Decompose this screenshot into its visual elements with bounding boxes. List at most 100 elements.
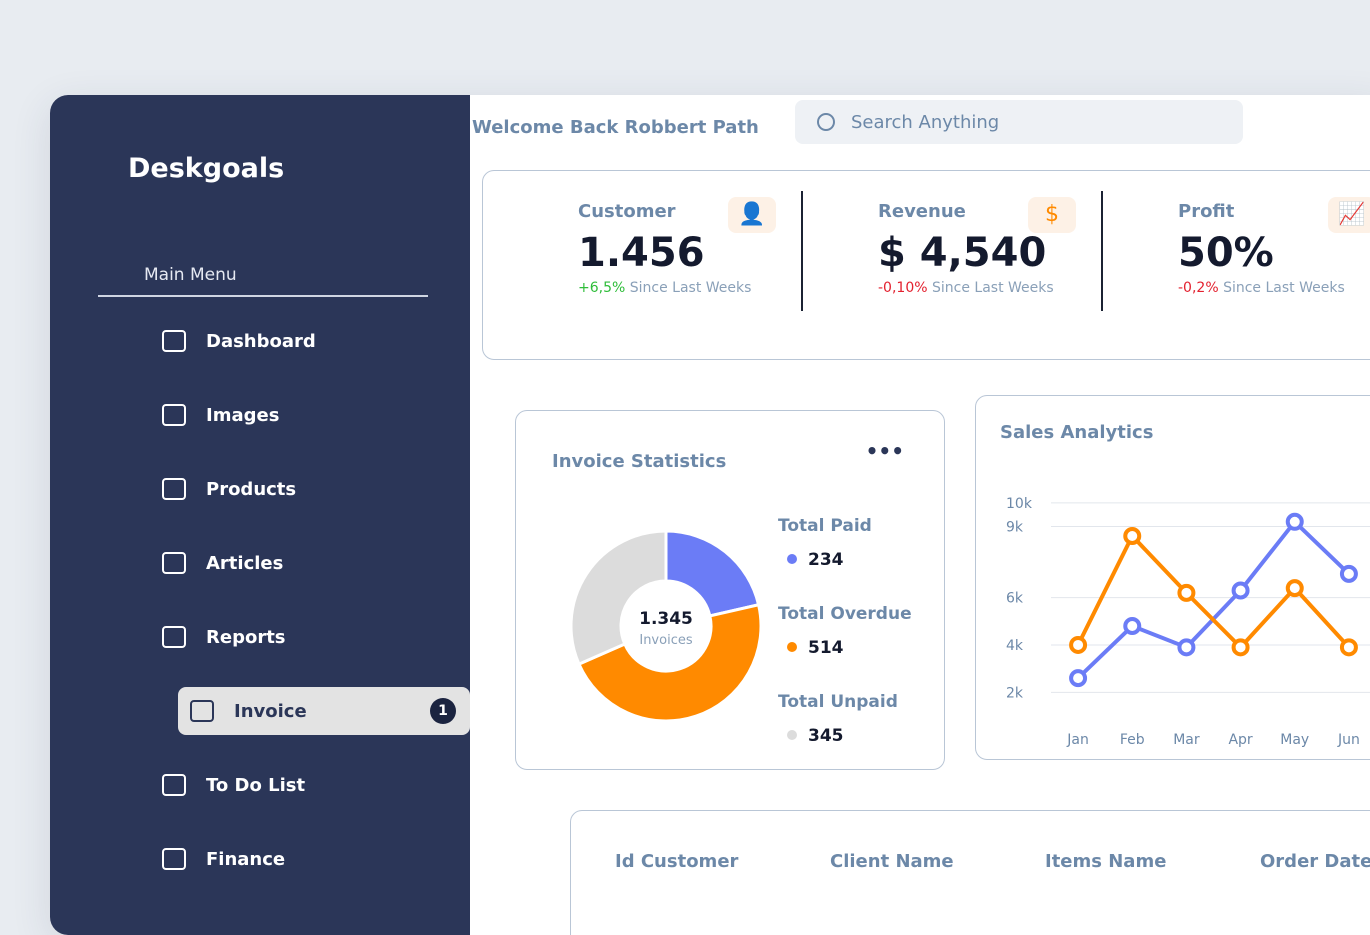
stat-icon: $ (1028, 197, 1076, 233)
stat: Revenue $ $ 4,540 -0,10% Since Last Weeks (878, 197, 1158, 296)
stat-label: Profit (1178, 201, 1235, 222)
stat: Profit 📈 50% -0,2% Since Last Weeks (1178, 197, 1370, 296)
stat-value: 1.456 (578, 230, 705, 276)
menu-item[interactable]: Products (150, 465, 450, 513)
line-point (1069, 669, 1088, 688)
menu-label: Dashboard (206, 330, 316, 352)
change: -0,2% (1178, 280, 1219, 296)
menu-icon (162, 848, 186, 870)
menu-item[interactable]: Images (150, 391, 450, 439)
stat-change: -0,2% Since Last Weeks (1178, 280, 1370, 296)
app-window: Deskgoals Main Menu Dashboard Images Produ… (50, 95, 1370, 935)
menu-label: Images (206, 404, 280, 426)
menu-icon (162, 330, 186, 352)
column-header: Client Name (830, 851, 954, 872)
main: Welcome Back Robbert Path Search Anythin… (470, 95, 1370, 935)
line-point (1339, 564, 1358, 583)
stat-icon: 👤 (728, 197, 776, 233)
legend-dot (787, 642, 797, 652)
line-point (1123, 527, 1142, 545)
stat-value: 50% (1178, 230, 1274, 276)
welcome: Welcome Back Robbert Path (472, 117, 759, 138)
more-menu[interactable]: ••• (865, 439, 904, 463)
change: -0,10% (878, 280, 928, 296)
legend-label: Total Unpaid (778, 692, 898, 712)
divider (98, 295, 428, 297)
x-tick-label: Jan (1066, 732, 1089, 748)
legend-dot (787, 730, 797, 740)
legend-value: 234 (808, 550, 844, 570)
change-note: Since Last Weeks (1223, 280, 1345, 296)
menu-item[interactable]: To Do List (150, 761, 450, 809)
menu-item[interactable]: Dashboard (150, 317, 450, 365)
y-tick-label: 10k (1006, 496, 1033, 512)
legend-label: Total Overdue (778, 604, 912, 624)
sidebar: Deskgoals Main Menu Dashboard Images Produ… (50, 95, 470, 935)
line-point (1123, 617, 1142, 635)
search-box[interactable]: Search Anything (795, 100, 1243, 144)
line-point (1231, 638, 1250, 657)
x-tick-label: Feb (1120, 732, 1145, 748)
stat-change: -0,10% Since Last Weeks (878, 280, 1158, 296)
menu-label: Invoice (234, 700, 307, 722)
donut-segment (576, 602, 763, 723)
change-note: Since Last Weeks (931, 280, 1054, 296)
menu-icon (162, 478, 186, 500)
menu-label: Products (206, 478, 297, 500)
menu-icon (162, 552, 186, 574)
sales-card: Sales Analytics 2k 4k 6k 9k 10k Jan Feb Mar Apr M… (975, 395, 1370, 760)
menu-item[interactable]: Reports (150, 613, 450, 661)
menu-icon (162, 626, 186, 648)
stat: Customer 👤 1.456 +6,5% Since Last Weeks (578, 197, 858, 296)
line-point (1177, 583, 1196, 602)
page: {"sidebar":{"brand":"Deskgoals","menu_ti… (50, 95, 1370, 935)
y-tick-label: 9k (1006, 520, 1024, 536)
separator (801, 191, 803, 311)
column-header: Id Customer (615, 851, 739, 872)
legend-dot (787, 554, 797, 564)
stat-change: +6,5% Since Last Weeks (578, 280, 858, 296)
change: +6,5% (578, 280, 626, 296)
menu-icon (190, 700, 214, 722)
menu-item[interactable]: Articles (150, 539, 450, 587)
center-value: 1.345 (639, 609, 693, 629)
line-point (1285, 512, 1304, 531)
stat-value: $ 4,540 (878, 230, 1047, 276)
x-tick-label: Apr (1228, 732, 1252, 748)
legend-label: Total Paid (778, 516, 872, 536)
line-chart: 2k 4k 6k 9k 10k Jan Feb Mar Apr May Jun (1006, 496, 1370, 748)
legend-value: 345 (808, 726, 844, 746)
card-title: Invoice Statistics (552, 451, 727, 472)
menu-item[interactable]: Finance (150, 835, 450, 883)
stat-label: Customer (578, 201, 676, 222)
donut-segment (569, 529, 668, 667)
x-tick-label: May (1280, 732, 1309, 748)
line-point (1231, 581, 1250, 600)
menu-item[interactable]: Invoice 1 (178, 687, 470, 735)
separator (1101, 191, 1103, 311)
card-title: Sales Analytics (1000, 422, 1154, 443)
badge: 1 (430, 698, 456, 724)
stat-label: Revenue (878, 201, 966, 222)
menu-label: To Do List (206, 774, 306, 796)
column-header: Order Date (1260, 851, 1370, 872)
line-point (1177, 638, 1196, 657)
menu-label: Reports (206, 626, 286, 648)
x-tick-label: Mar (1173, 732, 1200, 748)
menu-icon (162, 774, 186, 796)
orders-table: Id Customer Client Name Items Name Order Da… (570, 810, 1370, 935)
legend-value: 514 (808, 638, 844, 658)
menu-title: Main Menu (144, 265, 237, 285)
y-tick-label: 4k (1006, 638, 1024, 654)
line-point (1285, 579, 1304, 598)
menu-label: Finance (206, 848, 286, 870)
stat-icon: 📈 (1328, 197, 1370, 233)
center-label: Invoices (639, 633, 692, 648)
donut-chart: Total Paid 234 Total Overdue 514 Total Unpai… (569, 516, 912, 746)
y-tick-label: 2k (1006, 685, 1024, 701)
line-series (1076, 532, 1351, 651)
menu-label: Articles (206, 552, 284, 574)
donut-segment (664, 529, 761, 618)
column-header: Items Name (1045, 851, 1167, 872)
menu-icon (162, 404, 186, 426)
